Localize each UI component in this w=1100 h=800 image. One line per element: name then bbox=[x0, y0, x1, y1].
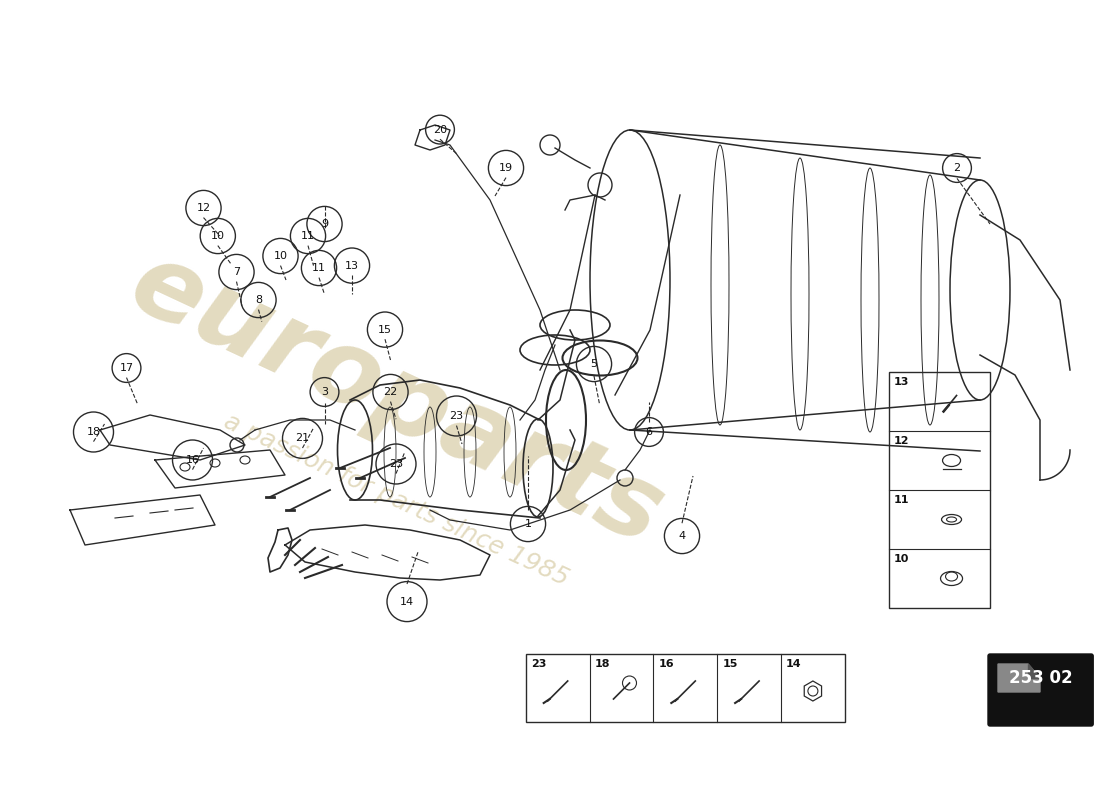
Polygon shape bbox=[998, 664, 1040, 692]
Text: 9: 9 bbox=[321, 219, 328, 229]
Text: 23: 23 bbox=[450, 411, 463, 421]
Text: 10: 10 bbox=[274, 251, 287, 261]
Text: 11: 11 bbox=[312, 263, 326, 273]
Text: 18: 18 bbox=[87, 427, 100, 437]
Text: 14: 14 bbox=[400, 597, 414, 606]
Text: 19: 19 bbox=[499, 163, 513, 173]
Text: 12: 12 bbox=[197, 203, 210, 213]
Text: 11: 11 bbox=[894, 495, 910, 505]
Text: 3: 3 bbox=[321, 387, 328, 397]
Text: 15: 15 bbox=[378, 325, 392, 334]
Text: 17: 17 bbox=[120, 363, 133, 373]
Text: 13: 13 bbox=[894, 377, 910, 387]
Text: 253 02: 253 02 bbox=[1009, 669, 1072, 686]
Text: 23: 23 bbox=[389, 459, 403, 469]
Text: 16: 16 bbox=[186, 455, 199, 465]
Text: 21: 21 bbox=[296, 434, 309, 443]
Text: 12: 12 bbox=[894, 436, 910, 446]
Bar bbox=[526, 654, 845, 722]
Text: 16: 16 bbox=[659, 658, 674, 669]
Text: 22: 22 bbox=[384, 387, 397, 397]
Text: 5: 5 bbox=[591, 359, 597, 369]
Text: 15: 15 bbox=[723, 658, 738, 669]
Text: 23: 23 bbox=[531, 658, 547, 669]
Text: 2: 2 bbox=[954, 163, 960, 173]
Text: a passion for parts since 1985: a passion for parts since 1985 bbox=[220, 410, 572, 590]
Text: 1: 1 bbox=[525, 519, 531, 529]
Text: 7: 7 bbox=[233, 267, 240, 277]
Text: 4: 4 bbox=[679, 531, 685, 541]
FancyBboxPatch shape bbox=[988, 654, 1093, 726]
Text: 10: 10 bbox=[894, 554, 910, 564]
Text: 11: 11 bbox=[301, 231, 315, 241]
Text: 8: 8 bbox=[255, 295, 262, 305]
Text: 14: 14 bbox=[786, 658, 802, 669]
Text: 6: 6 bbox=[646, 427, 652, 437]
Text: 20: 20 bbox=[433, 125, 447, 134]
Bar bbox=[889, 372, 990, 608]
Text: 13: 13 bbox=[345, 261, 359, 270]
Text: 18: 18 bbox=[595, 658, 610, 669]
Text: europarts: europarts bbox=[114, 233, 678, 567]
Polygon shape bbox=[1028, 664, 1040, 678]
Text: 10: 10 bbox=[211, 231, 224, 241]
